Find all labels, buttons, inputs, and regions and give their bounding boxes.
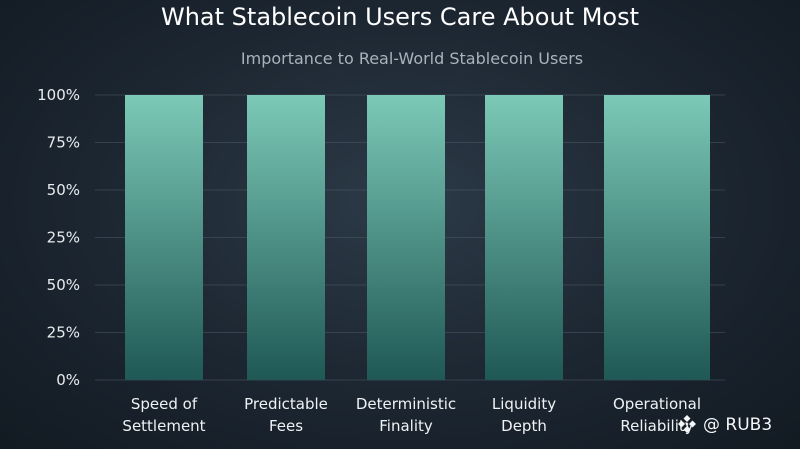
y-axis-ticks: 0% 25% 50% 25% 50% 75% 100% (37, 86, 80, 389)
bars (125, 95, 710, 380)
bar (125, 95, 203, 380)
y-tick-label: 75% (47, 134, 80, 152)
x-tick-label: Predictable (244, 395, 328, 413)
binance-diamond-icon (678, 415, 696, 433)
bar (604, 95, 710, 380)
x-tick-label: Deterministic (356, 395, 456, 413)
x-tick-label: Speed of (131, 395, 198, 413)
y-tick-label: 50% (47, 181, 80, 199)
chart-title: What Stablecoin Users Care About Most (161, 3, 639, 31)
bar (485, 95, 563, 380)
y-tick-label: 25% (47, 323, 80, 341)
bar (367, 95, 445, 380)
x-tick-label: Depth (501, 417, 547, 435)
x-tick-label: Finality (379, 417, 433, 435)
x-axis-labels: Speed of Settlement Predictable Fees Determi… (122, 395, 701, 435)
y-tick-label: 50% (47, 276, 80, 294)
x-tick-label: Reliability (620, 417, 693, 435)
watermark: @ RUB3 (678, 415, 772, 435)
y-tick-label: 100% (37, 86, 80, 104)
x-tick-label: Fees (269, 417, 303, 435)
x-tick-label: Liquidity (492, 395, 556, 413)
x-tick-label: Operational (613, 395, 701, 413)
y-tick-label: 0% (56, 371, 80, 389)
y-tick-label: 25% (47, 229, 80, 247)
chart-subtitle: Importance to Real-World Stablecoin User… (241, 49, 583, 68)
watermark-text: @ RUB3 (703, 415, 772, 435)
bar (247, 95, 325, 380)
x-tick-label: Settlement (122, 417, 205, 435)
